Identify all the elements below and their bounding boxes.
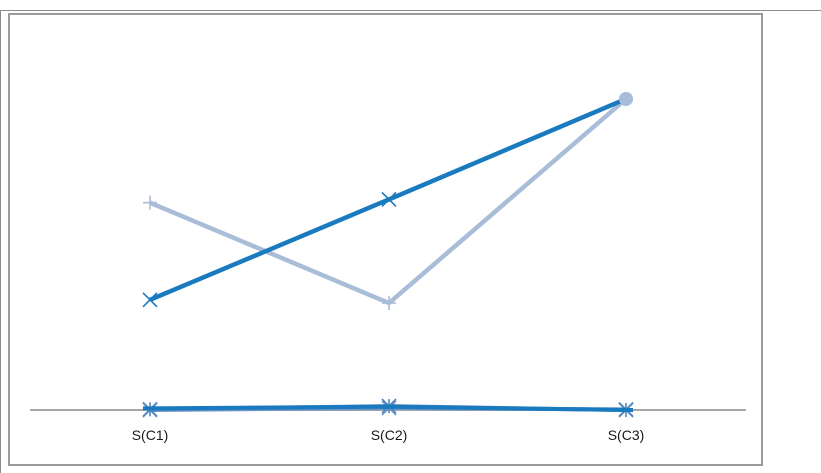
x-tick-label-0: S(C1) [132,427,169,443]
window-frame-top [0,10,821,11]
series-1-point-1 [382,296,396,311]
series-0-point-0 [142,292,158,308]
chart-border [8,13,763,466]
tick-label-layer: S(C1) S(C2) S(C3) [132,427,645,443]
series-1-point-0 [143,195,157,210]
window-frame-left [0,10,1,473]
series-0 [142,91,633,308]
series-0-point-2 [619,91,633,106]
series-0-point-1 [381,191,397,207]
x-tick-label-1: S(C2) [371,427,408,443]
series-layer [142,91,634,418]
x-tick-label-2: S(C3) [608,427,645,443]
series-2 [143,404,633,412]
